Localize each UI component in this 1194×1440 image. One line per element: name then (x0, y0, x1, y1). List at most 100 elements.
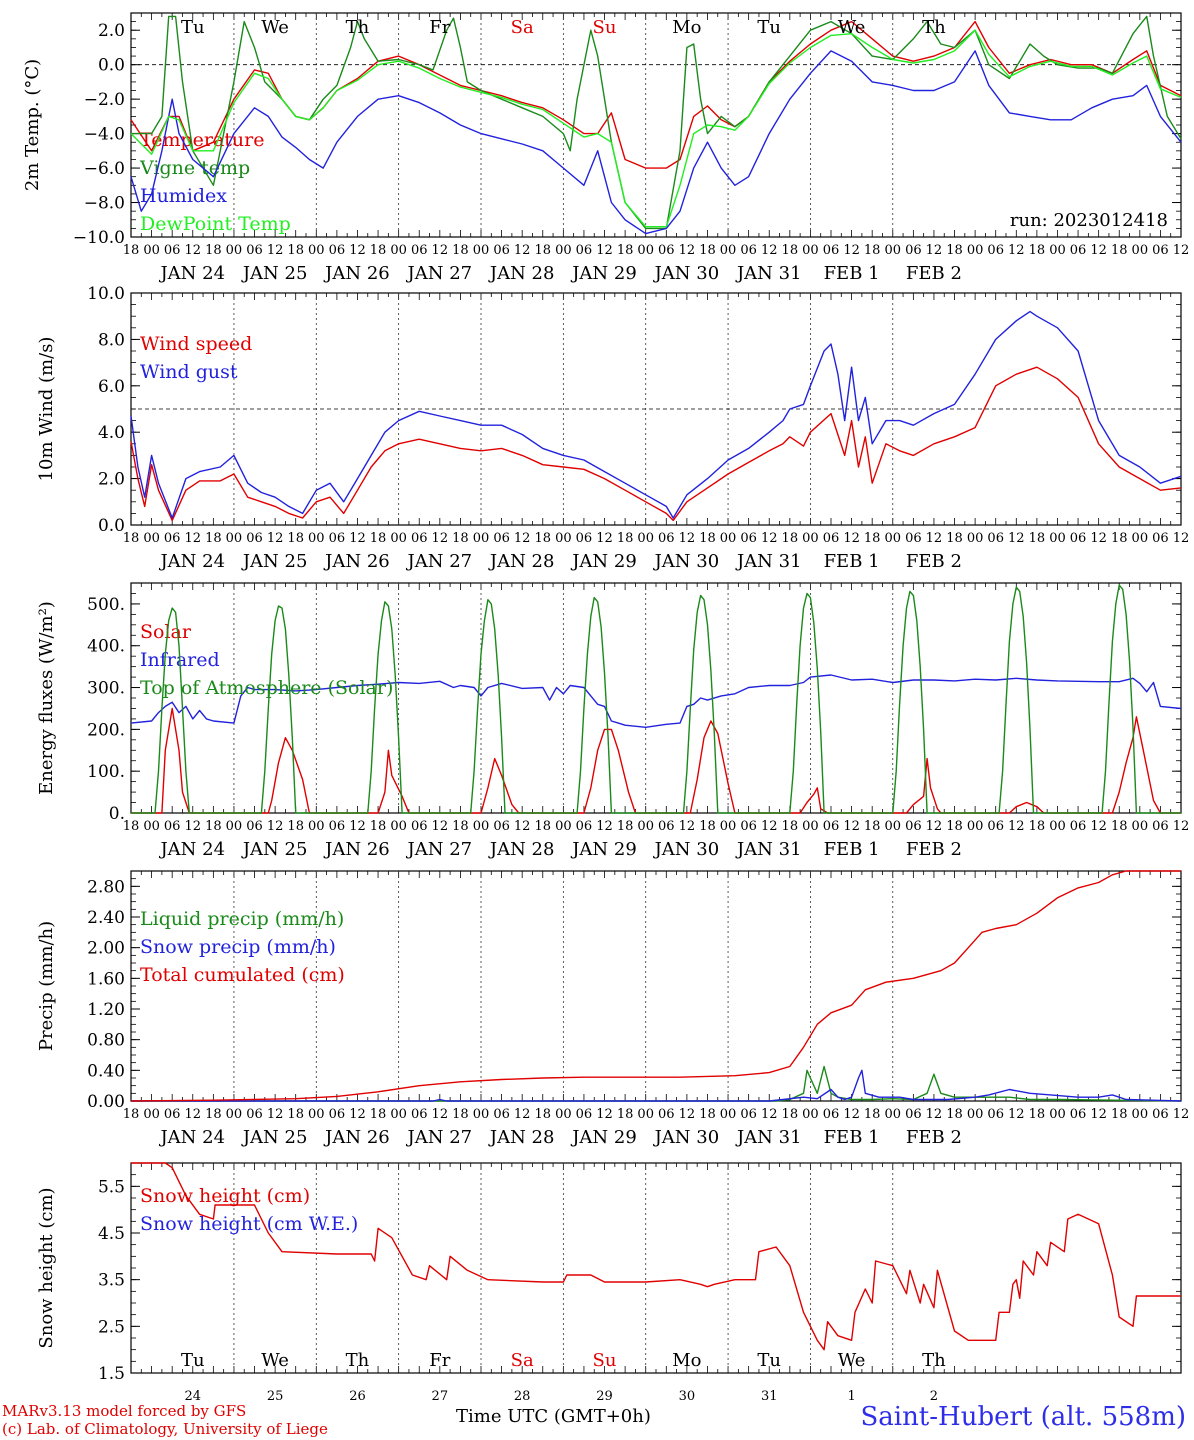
y-tick-label: 2.0 (98, 470, 125, 490)
date-label: JAN 31 (735, 839, 802, 860)
hour-label: 00 (802, 243, 819, 258)
hour-label: 06 (740, 243, 757, 258)
hour-label: 18 (1029, 243, 1046, 258)
hour-label: 12 (843, 243, 860, 258)
legend-entry: Top of Atmosphere (Solar) (140, 677, 393, 699)
weekday-label-bottom: Mo (672, 1350, 701, 1371)
date-label: JAN 30 (653, 263, 720, 284)
date-label: JAN 25 (241, 263, 308, 284)
weekday-label-top: Tu (181, 17, 205, 38)
hour-label: 00 (1049, 819, 1066, 834)
hour-label: 18 (205, 819, 222, 834)
hour-label: 06 (823, 531, 840, 546)
hour-label: 00 (226, 531, 243, 546)
hour-label: 00 (1049, 531, 1066, 546)
date-label: FEB 1 (824, 551, 880, 572)
hour-label: 06 (493, 819, 510, 834)
hour-label: 06 (576, 819, 593, 834)
y-tick-label: 0. (109, 804, 125, 824)
hour-label: 12 (349, 531, 366, 546)
date-label: JAN 29 (570, 263, 637, 284)
day-number-label: 24 (184, 1389, 201, 1404)
hour-label: 18 (946, 1107, 963, 1122)
hour-label: 06 (329, 1107, 346, 1122)
hour-label: 12 (432, 531, 449, 546)
station-name: Saint-Hubert (alt. 558m) (860, 1402, 1186, 1432)
y-tick-label: 10.0 (87, 284, 125, 304)
y-tick-label: 300. (87, 679, 125, 699)
hour-label: 06 (740, 1107, 757, 1122)
date-label: FEB 1 (824, 263, 880, 284)
hour-label: 00 (1132, 243, 1149, 258)
y-tick-label: −4.0 (84, 125, 125, 145)
hour-label: 18 (123, 1107, 140, 1122)
hour-label: 12 (184, 531, 201, 546)
hour-label: 00 (802, 531, 819, 546)
hour-label: 00 (884, 243, 901, 258)
hour-label: 00 (308, 243, 325, 258)
hour-label: 18 (452, 819, 469, 834)
weekday-label-top: Sa (511, 17, 534, 38)
hour-label: 00 (143, 1107, 160, 1122)
series-line-red (131, 707, 1181, 814)
hour-label: 12 (926, 531, 943, 546)
date-label: JAN 29 (570, 839, 637, 860)
y-tick-label: 0.80 (87, 1031, 125, 1051)
hour-label: 00 (390, 1107, 407, 1122)
hour-label: 12 (1090, 531, 1107, 546)
hour-label: 12 (1008, 1107, 1025, 1122)
hour-label: 00 (308, 531, 325, 546)
hour-label: 18 (1029, 819, 1046, 834)
hour-label: 06 (740, 819, 757, 834)
date-label: JAN 27 (406, 263, 473, 284)
series-line-blue (130, 50, 1182, 235)
hour-label: 12 (926, 243, 943, 258)
hour-label: 12 (596, 531, 613, 546)
hour-label: 00 (967, 243, 984, 258)
hour-label: 00 (802, 819, 819, 834)
hour-label: 12 (349, 1107, 366, 1122)
date-label: JAN 27 (406, 839, 473, 860)
hour-label: 00 (308, 1107, 325, 1122)
date-label: JAN 26 (323, 263, 390, 284)
hour-label: 18 (782, 1107, 799, 1122)
date-label: FEB 2 (906, 839, 962, 860)
hour-label: 12 (1090, 243, 1107, 258)
weekday-label-bottom: We (838, 1350, 866, 1371)
hour-label: 18 (617, 243, 634, 258)
hour-label: 06 (329, 531, 346, 546)
y-tick-label: −6.0 (84, 159, 125, 179)
day-number-label: 30 (679, 1389, 696, 1404)
hour-label: 18 (782, 243, 799, 258)
hour-label: 18 (534, 243, 551, 258)
date-label: JAN 30 (653, 551, 720, 572)
day-number-label: 25 (267, 1389, 284, 1404)
date-label: JAN 30 (653, 1127, 720, 1148)
weekday-label-bottom: Th (346, 1350, 370, 1371)
hour-label: 06 (987, 819, 1004, 834)
hour-label: 18 (699, 819, 716, 834)
hour-label: 12 (349, 243, 366, 258)
hour-label: 00 (143, 531, 160, 546)
date-label: JAN 31 (735, 1127, 802, 1148)
hour-label: 06 (1152, 1107, 1169, 1122)
hour-label: 18 (617, 1107, 634, 1122)
weekday-label-bottom: Sa (511, 1350, 534, 1371)
hour-label: 06 (411, 243, 428, 258)
weekday-label-top: We (838, 17, 866, 38)
hour-label: 06 (823, 1107, 840, 1122)
hour-label: 12 (184, 243, 201, 258)
day-number-label: 26 (349, 1389, 366, 1404)
hour-label: 00 (226, 1107, 243, 1122)
hour-label: 18 (123, 243, 140, 258)
weekday-label-top: Su (593, 17, 617, 38)
y-tick-label: 2.0 (98, 21, 125, 41)
hour-label: 00 (967, 819, 984, 834)
panel-temp: 2.0 0.0 −2.0 −4.0 −6.0 −8.0 −10.0 2m Temp. (°C)… (22, 12, 1189, 284)
y-tick-label: 1.5 (98, 1364, 125, 1384)
date-label: JAN 31 (735, 551, 802, 572)
hour-label: 06 (1070, 1107, 1087, 1122)
day-number-label: 31 (761, 1389, 778, 1404)
hour-label: 00 (555, 1107, 572, 1122)
